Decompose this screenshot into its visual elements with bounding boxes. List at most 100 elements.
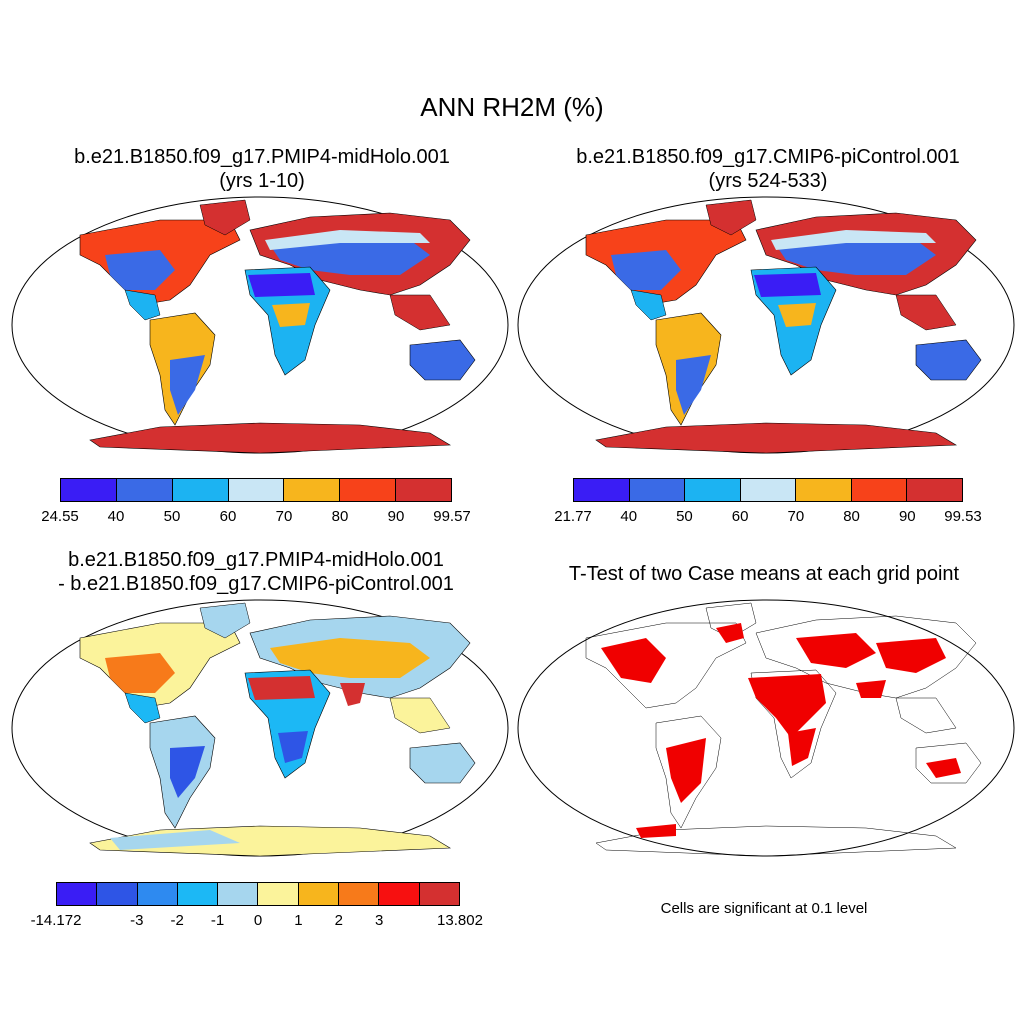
colorbar-label: 90 [898, 508, 916, 525]
colorbar-label: 24.55 [41, 508, 79, 525]
colorbar-swatch [740, 479, 797, 501]
greenland [705, 199, 757, 236]
australia [409, 339, 476, 381]
colorbar-label: 40 [107, 508, 125, 525]
panel2-title: b.e21.B1850.f09_g17.CMIP6-piControl.001 … [518, 145, 1018, 193]
colorbar-label: 80 [843, 508, 860, 525]
central-america [630, 289, 667, 321]
colorbar-swatch [172, 479, 229, 501]
southern-africa [278, 731, 308, 763]
central-africa [778, 303, 816, 327]
colorbar-label: 0 [253, 912, 263, 929]
panel3-title: b.e21.B1850.f09_g17.PMIP4-midHolo.001 - … [6, 548, 506, 596]
colorbar-label: 1 [294, 912, 303, 929]
sahara [754, 273, 821, 297]
panel2-colorbar-labels: 21.77 40 50 60 70 80 90 99.53 [554, 508, 982, 528]
colorbar-swatch [258, 883, 299, 905]
panel1-map [11, 196, 509, 454]
colorbar-label: 99.57 [433, 508, 471, 525]
colorbar-label: 90 [387, 508, 405, 525]
central-africa [272, 303, 310, 327]
colorbar-swatch [284, 479, 341, 501]
panel2-title-line1: b.e21.B1850.f09_g17.CMIP6-piControl.001 [576, 146, 960, 168]
panel3-map [11, 599, 509, 857]
colorbar-label: 13.802 [437, 912, 483, 929]
panel2-map [517, 196, 1015, 454]
greenland [199, 602, 251, 639]
main-title: ANN RH2M (%) [420, 92, 604, 122]
colorbar-swatch [228, 479, 285, 501]
colorbar-swatch [57, 883, 98, 905]
colorbar-label: -1 [210, 912, 225, 929]
north-america-interior [105, 653, 175, 693]
colorbar-label: 21.77 [554, 508, 592, 525]
panel3-title-line1: b.e21.B1850.f09_g17.PMIP4-midHolo.001 [68, 549, 444, 571]
colorbar-swatch [339, 883, 380, 905]
colorbar-swatch [379, 883, 420, 905]
colorbar-label: 50 [676, 508, 693, 525]
panel3-colorbar [56, 882, 460, 906]
antarctica [595, 422, 958, 454]
colorbar-label: 70 [275, 508, 293, 525]
colorbar-label: 2 [334, 912, 343, 929]
colorbar-swatch [340, 479, 397, 501]
antarctica [89, 422, 452, 454]
panel2-colorbar [573, 478, 963, 502]
north-america-interior [611, 250, 681, 290]
colorbar-swatch [907, 479, 963, 501]
colorbar-swatch [629, 479, 686, 501]
colorbar-swatch [137, 883, 178, 905]
central-america [124, 289, 161, 321]
colorbar-label: 70 [787, 508, 805, 525]
panel1-colorbar-labels: 24.55 40 50 60 70 80 90 99.57 [41, 508, 471, 528]
south-america-south [170, 355, 205, 415]
colorbar-swatch [218, 883, 259, 905]
antarctica-west [110, 830, 240, 850]
colorbar-swatch [61, 479, 117, 501]
australia [409, 742, 476, 784]
colorbar-swatch [97, 883, 138, 905]
north-america-interior [105, 250, 175, 290]
greenland [199, 199, 251, 236]
colorbar-label: 60 [731, 508, 749, 525]
significance-cells [601, 623, 961, 838]
colorbar-label: 80 [331, 508, 349, 525]
india [340, 683, 365, 706]
panel1-title-line1: b.e21.B1850.f09_g17.PMIP4-midHolo.001 [74, 146, 450, 168]
panel1-colorbar [60, 478, 452, 502]
colorbar-swatch [116, 479, 173, 501]
eurasia-band [771, 230, 936, 250]
se-asia [389, 294, 451, 331]
australia [915, 339, 982, 381]
colorbar-swatch [396, 479, 452, 501]
se-asia [895, 294, 957, 331]
se-asia [389, 697, 451, 734]
central-america [124, 692, 161, 724]
panel3-title-line2: - b.e21.B1850.f09_g17.CMIP6-piControl.00… [58, 573, 454, 595]
panel4-map [517, 599, 1015, 857]
colorbar-label: 40 [620, 508, 638, 525]
colorbar-label: -14.172 [30, 912, 82, 929]
panel4-note: Cells are significant at 0.1 level [660, 900, 868, 917]
sahara [248, 273, 315, 297]
colorbar-swatch [419, 883, 459, 905]
sahara [248, 676, 315, 700]
colorbar-label: 60 [219, 508, 237, 525]
eurasia-interior [270, 638, 430, 678]
colorbar-label: 50 [163, 508, 181, 525]
colorbar-label: -3 [130, 912, 144, 929]
panel1-title-line2: (yrs 1-10) [219, 170, 305, 192]
panel4-title: T-Test of two Case means at each grid po… [568, 563, 960, 585]
colorbar-swatch [796, 479, 852, 501]
panel2-title-line2: (yrs 524-533) [708, 170, 828, 192]
colorbar-swatch [298, 883, 340, 905]
colorbar-swatch [177, 883, 219, 905]
colorbar-swatch [574, 479, 630, 501]
colorbar-swatch [851, 479, 908, 501]
colorbar-swatch [685, 479, 741, 501]
eurasia-band [265, 230, 430, 250]
colorbar-label: 99.53 [944, 508, 982, 525]
panel3-colorbar-labels: -14.172 -3 -2 -1 0 1 2 3 13.802 [31, 912, 483, 932]
panel1-title: b.e21.B1850.f09_g17.PMIP4-midHolo.001 (y… [12, 145, 512, 193]
south-america-south [170, 746, 205, 798]
